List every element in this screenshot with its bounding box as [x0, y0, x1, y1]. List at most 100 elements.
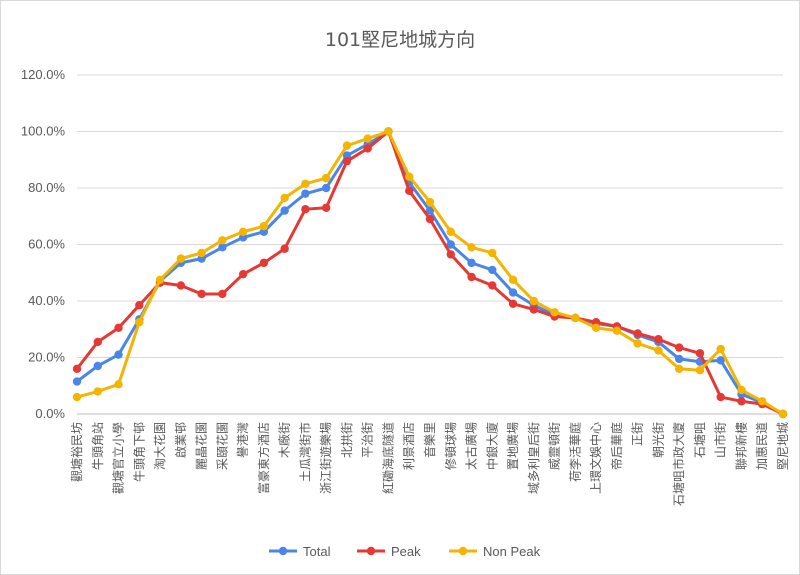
data-point-peak — [363, 144, 372, 153]
data-point-non-peak — [778, 409, 788, 419]
data-point-peak — [93, 337, 102, 347]
x-tick-label: 平治街 — [361, 422, 375, 458]
data-point-peak — [654, 334, 663, 344]
data-point-total — [114, 350, 123, 359]
x-tick-label: 中銀大廈 — [484, 422, 499, 470]
data-point-peak — [633, 329, 642, 338]
x-tick-label: 紅磡海底隧道 — [380, 422, 395, 494]
data-point-non-peak — [571, 313, 580, 323]
data-point-non-peak — [405, 172, 414, 181]
data-point-total — [321, 183, 331, 193]
data-point-peak — [342, 156, 352, 166]
x-tick-label: 置地廣場 — [506, 422, 520, 470]
x-tick-label: 聯邦新樓 — [733, 422, 748, 470]
data-point-peak — [238, 269, 248, 279]
data-point-total — [72, 377, 82, 386]
data-point-peak — [529, 305, 539, 314]
data-point-non-peak — [737, 385, 746, 395]
data-point-non-peak — [758, 397, 767, 406]
data-point-non-peak — [135, 317, 144, 327]
data-point-peak — [114, 323, 123, 333]
data-point-non-peak — [280, 193, 289, 203]
legend-label: Non Peak — [483, 544, 541, 559]
x-axis-ticks: 觀塘裕民坊 牛頭角站 觀塘官立小學 牛頭角下邨 淘大花園 啟業邨 麗晶花園 采頤花園 譽港灣 富豪… — [69, 422, 790, 506]
data-point-non-peak — [218, 236, 227, 245]
x-tick-label: 堅尼地城 — [776, 422, 790, 470]
x-tick-label: 譽港灣 — [236, 422, 250, 458]
data-point-peak — [674, 343, 684, 352]
chart-title: 101堅尼地城方向 — [325, 29, 475, 51]
y-tick-label: 20.0% — [28, 350, 65, 365]
x-tick-label: 浙江街遊樂場 — [318, 422, 333, 494]
x-tick-label: 利景酒店 — [402, 422, 416, 470]
data-point-non-peak — [467, 243, 476, 252]
data-point-peak — [197, 289, 206, 299]
series-total — [72, 127, 788, 419]
data-point-non-peak — [176, 254, 186, 263]
data-point-peak — [508, 299, 518, 309]
y-axis-ticks: 0.0% 20.0% 40.0% 60.0% 80.0% 100.0% 120.0% — [21, 67, 66, 421]
x-tick-label: 朝光街 — [651, 422, 665, 458]
data-point-non-peak — [384, 127, 393, 136]
data-point-non-peak — [633, 339, 642, 348]
data-point-non-peak — [321, 173, 331, 183]
data-point-non-peak — [488, 248, 497, 258]
legend-item-non-peak: Non Peak — [449, 544, 541, 559]
data-point-total — [508, 288, 518, 297]
data-point-non-peak — [72, 392, 82, 402]
data-point-non-peak — [259, 221, 269, 231]
data-point-non-peak — [550, 308, 559, 317]
legend-label: Total — [303, 544, 331, 559]
legend-marker — [278, 546, 288, 556]
data-point-non-peak — [197, 248, 206, 258]
x-tick-label: 淘大花園 — [152, 422, 167, 470]
x-tick-label: 采頤花園 — [214, 422, 229, 470]
data-point-non-peak — [238, 227, 248, 236]
data-point-peak — [72, 364, 82, 373]
data-point-non-peak — [591, 323, 601, 333]
legend-marker — [458, 546, 468, 556]
legend-label: Peak — [391, 544, 421, 559]
data-point-total — [301, 189, 310, 198]
data-point-peak — [737, 397, 746, 406]
data-point-non-peak — [529, 296, 539, 306]
y-tick-label: 0.0% — [35, 406, 65, 421]
data-point-non-peak — [446, 227, 455, 236]
y-tick-label: 80.0% — [28, 180, 65, 195]
x-tick-label: 富豪東方酒店 — [256, 422, 271, 494]
y-tick-label: 120.0% — [21, 67, 66, 82]
data-point-non-peak — [654, 346, 663, 355]
legend-item-peak: Peak — [357, 544, 421, 559]
x-tick-label: 北拱街 — [340, 422, 354, 458]
x-tick-label: 太古廣場 — [464, 422, 479, 470]
series-group — [72, 127, 788, 419]
x-tick-label: 域多利皇后街 — [527, 422, 541, 494]
data-point-total — [446, 240, 455, 249]
data-point-non-peak — [363, 134, 372, 143]
data-point-total — [218, 243, 227, 252]
data-point-non-peak — [301, 179, 310, 188]
data-point-non-peak — [695, 366, 705, 375]
x-tick-label: 觀塘官立小學 — [111, 422, 126, 494]
data-point-non-peak — [342, 141, 352, 150]
data-point-total — [716, 356, 725, 365]
y-tick-label: 100.0% — [21, 124, 66, 139]
x-tick-label: 木廠街 — [277, 422, 292, 458]
data-point-peak — [695, 349, 705, 358]
series-peak — [72, 127, 788, 419]
data-point-peak — [176, 281, 186, 290]
x-tick-label: 土瓜灣街市 — [297, 422, 312, 482]
data-point-peak — [405, 186, 414, 196]
x-tick-label: 石塘咀市政大廈 — [671, 422, 686, 506]
data-point-peak — [321, 203, 331, 212]
data-point-peak — [259, 258, 269, 268]
data-point-non-peak — [612, 326, 622, 335]
x-tick-label: 加惠民道 — [755, 422, 769, 470]
x-tick-label: 威靈頓街 — [548, 422, 562, 470]
legend-item-total: Total — [269, 544, 331, 559]
data-point-total — [674, 354, 684, 364]
x-tick-label: 啟業邨 — [173, 422, 188, 458]
data-point-non-peak — [114, 380, 123, 389]
data-point-peak — [135, 301, 144, 310]
